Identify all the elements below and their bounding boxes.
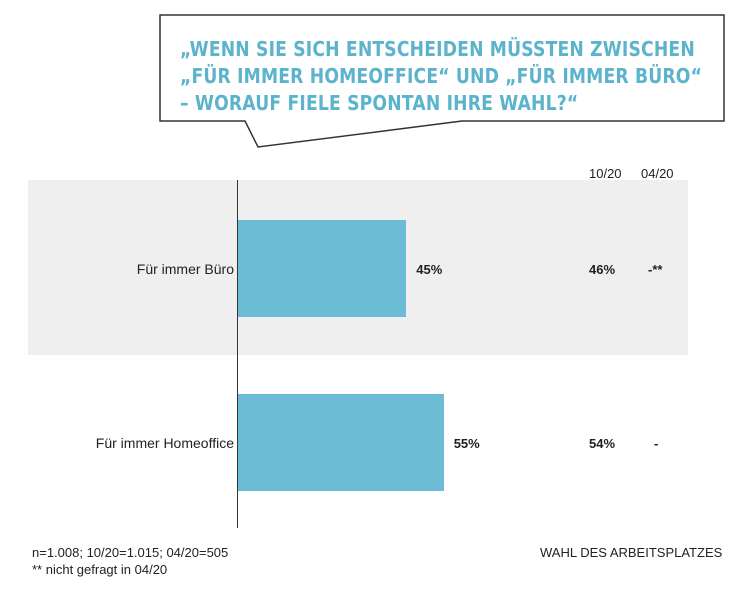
data-label: 45% xyxy=(416,262,443,277)
question-line-2: „FÜR IMMER HOMEOFFICE“ UND „FÜR IMMER BÜ… xyxy=(180,64,703,88)
question-line-3: – WORAUF FIELE SPONTAN IHRE WAHL?“ xyxy=(180,91,579,115)
comparison-value-04-20: -** xyxy=(648,262,663,277)
y-axis-line xyxy=(237,180,238,528)
category-label: Für immer Homeoffice xyxy=(95,435,234,451)
comparison-value-10-20: 46% xyxy=(589,262,616,277)
data-label: 55% xyxy=(453,436,480,451)
speech-bubble xyxy=(159,14,725,148)
category-label: Für immer Büro xyxy=(136,261,234,277)
question-line-1: „WENN SIE SICH ENTSCHEIDEN MÜSSTEN ZWISC… xyxy=(180,37,695,61)
sample-note: n=1.008; 10/20=1.015; 04/20=505 xyxy=(32,545,229,560)
footnote: ** nicht gefragt in 04/20 xyxy=(32,562,168,577)
comparison-value-10-20: 54% xyxy=(589,436,616,451)
column-header-04-20: 04/20 xyxy=(641,166,674,181)
comparison-value-04-20: - xyxy=(654,436,659,451)
column-header-10-20: 10/20 xyxy=(589,166,622,181)
bar xyxy=(238,394,444,491)
section-label: WAHL DES ARBEITSPLATZES xyxy=(540,545,723,560)
bar xyxy=(238,220,407,317)
